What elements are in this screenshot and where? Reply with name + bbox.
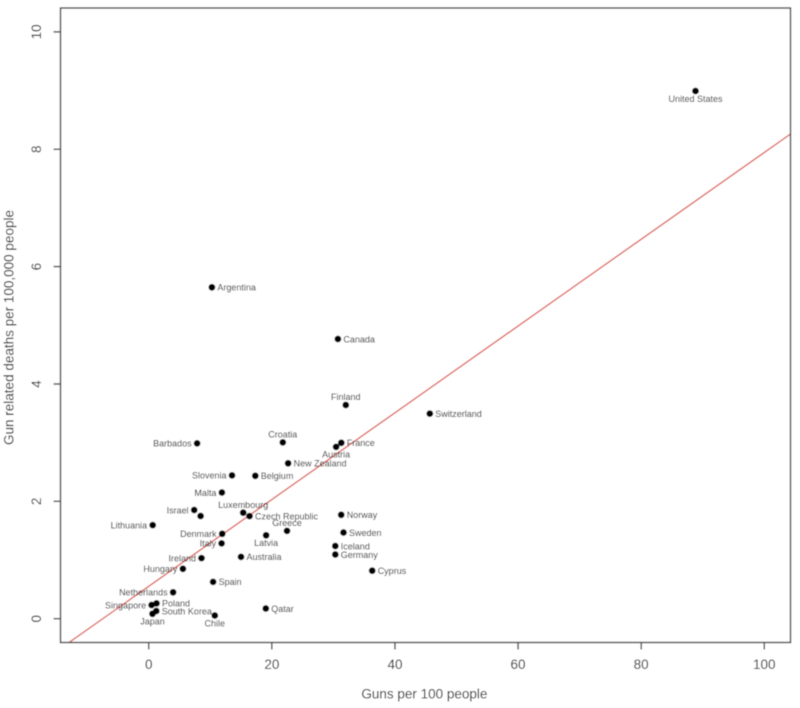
svg-text:Barbados: Barbados — [153, 439, 192, 449]
svg-text:South Korea: South Korea — [162, 606, 212, 616]
svg-text:100: 100 — [753, 657, 776, 672]
svg-text:0: 0 — [29, 615, 44, 623]
svg-text:Gun related deaths per 100,000: Gun related deaths per 100,000 people — [2, 210, 17, 445]
svg-text:Austria: Austria — [322, 450, 350, 460]
svg-text:Qatar: Qatar — [271, 604, 294, 614]
svg-text:New Zealand: New Zealand — [294, 459, 347, 469]
svg-text:Hungary: Hungary — [143, 564, 178, 574]
svg-text:Luxembourg: Luxembourg — [218, 500, 268, 510]
svg-text:8: 8 — [29, 145, 44, 153]
svg-text:Guns per 100 people: Guns per 100 people — [361, 687, 487, 702]
svg-text:Finland: Finland — [331, 392, 361, 402]
svg-text:Ireland: Ireland — [168, 553, 196, 563]
svg-text:Canada: Canada — [343, 334, 375, 344]
svg-text:Croatia: Croatia — [268, 430, 297, 440]
svg-text:Chile: Chile — [205, 618, 226, 628]
svg-text:0: 0 — [145, 657, 153, 672]
svg-text:Poland: Poland — [162, 599, 190, 609]
svg-text:Cyprus: Cyprus — [378, 566, 407, 576]
svg-text:Slovenia: Slovenia — [192, 471, 227, 481]
svg-text:10: 10 — [29, 24, 44, 39]
svg-text:Iceland: Iceland — [341, 541, 370, 551]
svg-text:Italy: Italy — [200, 539, 217, 549]
svg-text:6: 6 — [29, 263, 44, 271]
svg-text:Singapore: Singapore — [105, 600, 146, 610]
svg-text:Greece: Greece — [272, 518, 302, 528]
svg-text:60: 60 — [511, 657, 526, 672]
svg-text:Denmark: Denmark — [180, 529, 217, 539]
svg-text:Norway: Norway — [347, 510, 378, 520]
svg-text:Sweden: Sweden — [349, 528, 382, 538]
svg-text:Latvia: Latvia — [254, 538, 278, 548]
svg-text:Netherlands: Netherlands — [119, 588, 168, 598]
svg-text:4: 4 — [29, 380, 44, 388]
svg-text:20: 20 — [264, 657, 279, 672]
svg-text:Belgium: Belgium — [261, 471, 294, 481]
svg-text:Argentina: Argentina — [217, 283, 256, 293]
svg-text:2: 2 — [29, 498, 44, 506]
svg-text:Malta: Malta — [194, 488, 216, 498]
svg-text:Israel: Israel — [167, 505, 189, 515]
svg-text:Lithuania: Lithuania — [111, 520, 148, 530]
svg-text:Australia: Australia — [247, 552, 282, 562]
svg-text:Czech Republic: Czech Republic — [255, 511, 319, 521]
svg-text:United States: United States — [668, 94, 723, 104]
svg-text:France: France — [347, 438, 375, 448]
svg-text:40: 40 — [387, 657, 402, 672]
svg-text:Spain: Spain — [219, 577, 242, 587]
svg-text:Germany: Germany — [341, 550, 379, 560]
svg-text:80: 80 — [634, 657, 649, 672]
svg-text:Switzerland: Switzerland — [435, 409, 482, 419]
svg-text:Japan: Japan — [140, 617, 165, 627]
